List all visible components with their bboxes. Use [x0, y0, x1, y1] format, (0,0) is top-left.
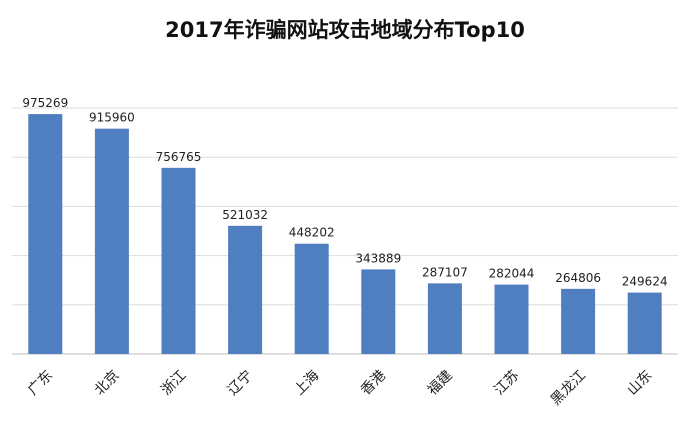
- data-label-6: 287107: [422, 265, 468, 279]
- category-label-6: 福建: [425, 368, 456, 399]
- category-label-1: 北京: [92, 368, 123, 399]
- data-label-1: 915960: [89, 111, 135, 125]
- bar-1: [94, 128, 129, 354]
- data-labels: 975269 915960 756765 521032 448202 343889 2871…: [22, 96, 667, 289]
- bar-6: [427, 283, 462, 354]
- chart-title: 2017年诈骗网站攻击地域分布Top10: [165, 18, 525, 42]
- category-label-4: 上海: [291, 368, 322, 399]
- bar-8: [561, 288, 596, 354]
- data-label-5: 343889: [355, 251, 401, 265]
- category-label-0: 广东: [25, 368, 56, 399]
- bars: [28, 114, 662, 354]
- data-label-3: 521032: [222, 208, 268, 222]
- category-label-9: 山东: [624, 368, 655, 399]
- bar-9: [627, 292, 662, 354]
- bar-4: [294, 243, 329, 354]
- data-label-4: 448202: [289, 226, 335, 240]
- data-label-7: 282044: [489, 267, 535, 281]
- data-label-2: 756765: [156, 150, 202, 164]
- category-labels: 广东 北京 浙江 辽宁 上海 香港 福建 江苏 黑龙江 山东: [25, 367, 656, 409]
- bar-5: [361, 269, 396, 354]
- data-label-9: 249624: [622, 275, 668, 289]
- data-label-8: 264806: [555, 271, 601, 285]
- bar-7: [494, 284, 529, 354]
- bar-0: [28, 114, 63, 354]
- bar-3: [228, 225, 263, 354]
- category-label-2: 浙江: [158, 368, 189, 399]
- bar-2: [161, 167, 196, 354]
- category-label-3: 辽宁: [224, 367, 256, 399]
- data-label-0: 975269: [22, 96, 68, 110]
- category-label-7: 江苏: [491, 368, 522, 399]
- category-label-8: 黑龙江: [548, 368, 589, 409]
- category-label-5: 香港: [358, 368, 389, 399]
